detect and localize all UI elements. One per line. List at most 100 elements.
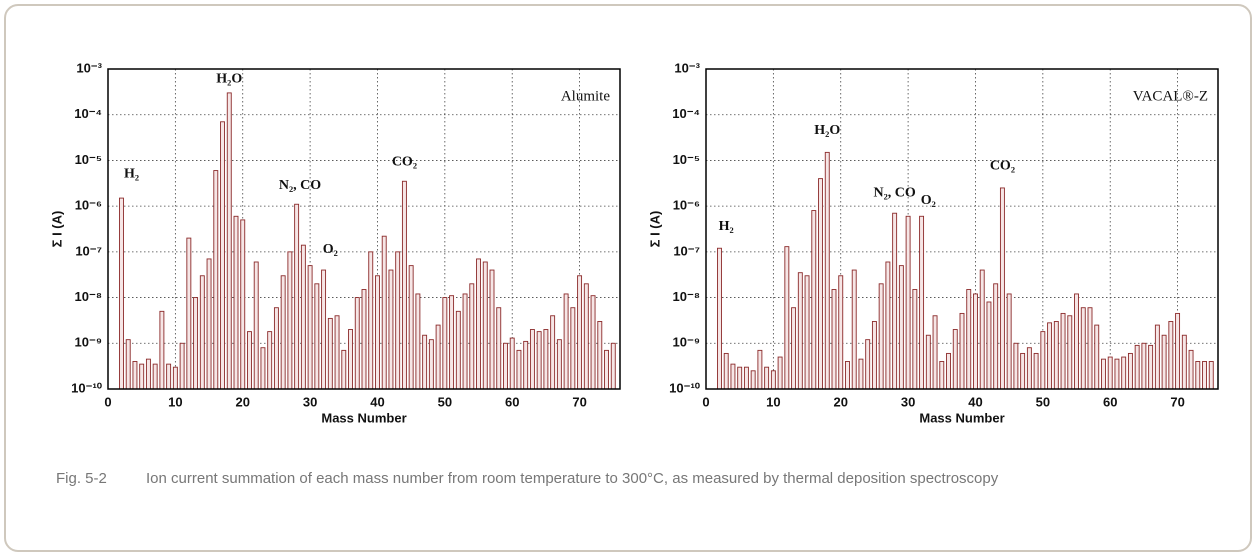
bar	[1114, 358, 1120, 390]
bar	[563, 293, 569, 390]
bar	[280, 275, 286, 390]
bar	[186, 237, 192, 390]
y-axis-title: Σ I (A)	[49, 211, 64, 248]
y-tick-label: 10⁻⁸	[75, 289, 102, 304]
peak-label: N₂, CO	[279, 178, 321, 193]
bar	[300, 244, 306, 390]
bar	[145, 358, 151, 390]
y-tick-label: 10⁻⁹	[673, 335, 701, 350]
x-tick-label: 30	[901, 394, 915, 409]
x-tick-label: 70	[1170, 394, 1184, 409]
series-label: VACAL®-Z	[1133, 88, 1208, 104]
peak-label: H₂O	[814, 123, 840, 138]
bar	[973, 293, 978, 390]
peak-label: CO₂	[392, 155, 417, 170]
bar	[905, 215, 911, 390]
x-tick-label: 50	[1036, 394, 1050, 409]
figure-card	[4, 4, 1252, 552]
bar	[1074, 293, 1079, 390]
x-tick-label: 50	[438, 394, 452, 409]
bar	[583, 283, 589, 390]
bar	[1080, 307, 1086, 390]
bar	[395, 251, 401, 390]
bar	[737, 366, 743, 390]
bar	[1168, 321, 1174, 390]
bar	[1154, 324, 1160, 390]
bar	[784, 246, 790, 390]
plot-frame	[107, 68, 621, 390]
bar	[536, 331, 542, 390]
bar	[979, 269, 985, 390]
bar	[1175, 312, 1181, 390]
bar	[509, 337, 515, 390]
bar	[179, 342, 185, 390]
x-tick-label: 40	[370, 394, 384, 409]
bar	[273, 307, 279, 390]
bar	[952, 329, 958, 390]
bar	[764, 366, 770, 390]
y-tick-label: 10⁻³	[674, 60, 700, 75]
bar	[925, 334, 931, 390]
bar	[489, 269, 495, 390]
bar	[1181, 334, 1187, 390]
y-tick-label: 10⁻⁸	[673, 289, 700, 304]
bar	[476, 258, 481, 390]
bar	[1134, 344, 1140, 390]
y-tick-label: 10⁻⁷	[75, 243, 102, 258]
bar	[307, 265, 313, 390]
bar	[213, 170, 219, 390]
bar	[220, 121, 225, 390]
bar	[119, 197, 124, 390]
y-tick-label: 10⁻³	[76, 60, 102, 75]
bar	[415, 293, 421, 390]
bar	[757, 349, 763, 390]
bar	[892, 212, 898, 390]
bar	[777, 356, 783, 390]
bar	[354, 297, 360, 390]
chart: 10⁻¹⁰ 10⁻⁹ 10⁻⁸ 10⁻⁷ 10⁻⁶ 10⁻⁵ 10⁻⁴ 10⁻³ 0 10 20 30…	[49, 60, 621, 425]
bar	[1040, 331, 1046, 390]
bar	[590, 295, 596, 390]
bar	[797, 272, 803, 390]
bar	[462, 293, 468, 390]
bar	[321, 269, 327, 390]
bar	[428, 339, 434, 390]
y-tick-label: 10⁻⁴	[74, 106, 102, 121]
bar	[845, 361, 850, 390]
peak-label: H₂	[719, 219, 734, 234]
y-tick-label: 10⁻¹⁰	[71, 380, 103, 395]
bar	[743, 366, 749, 390]
bar	[408, 265, 414, 390]
bar	[818, 178, 823, 390]
bar	[919, 215, 925, 390]
bar	[267, 331, 273, 390]
bar	[1047, 322, 1053, 390]
bar	[482, 261, 488, 390]
x-tick-label: 60	[505, 394, 519, 409]
bar	[791, 307, 797, 390]
bar	[932, 315, 938, 390]
bar	[1053, 321, 1059, 390]
bar	[348, 329, 353, 390]
y-tick-label: 10⁻⁶	[673, 198, 700, 213]
bar	[993, 283, 999, 390]
y-tick-label: 10⁻⁵	[75, 152, 102, 167]
bar	[577, 275, 583, 390]
x-tick-label: 60	[1103, 394, 1117, 409]
bar	[159, 310, 165, 390]
bar	[1161, 334, 1167, 390]
x-tick-label: 40	[968, 394, 982, 409]
bar	[152, 363, 158, 390]
bar	[811, 210, 817, 390]
peak-label: N₂, CO	[873, 186, 915, 201]
y-tick-label: 10⁻⁹	[75, 335, 103, 350]
bar	[597, 321, 603, 390]
bar	[750, 370, 756, 390]
x-tick-label: 20	[834, 394, 848, 409]
bar	[570, 307, 576, 390]
peak-label: CO₂	[990, 158, 1015, 173]
bar	[1188, 349, 1194, 390]
x-tick-label: 0	[702, 394, 709, 409]
bar	[1067, 315, 1073, 390]
x-tick-label: 30	[303, 394, 317, 409]
